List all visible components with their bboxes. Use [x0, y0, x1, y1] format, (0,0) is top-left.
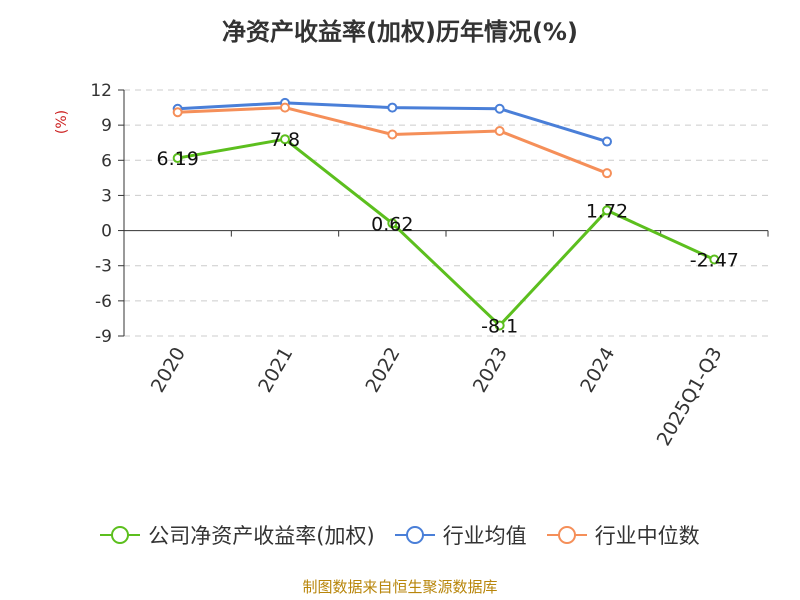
data-label: 7.8 [270, 129, 300, 151]
x-tick-label: 2022 [361, 344, 404, 397]
legend-label: 行业均值 [442, 524, 527, 548]
data-point [602, 168, 612, 179]
chart-title: 净资产收益率(加权)历年情况(%) [222, 18, 578, 46]
legend-marker-icon [546, 526, 587, 544]
x-tick-label: 2020 [147, 344, 190, 397]
data-label: 0.62 [371, 213, 413, 235]
data-point [709, 254, 720, 265]
series-line [177, 106, 608, 175]
data-label: 1.72 [586, 200, 628, 222]
source-note: 制图数据来自恒生聚源数据库 [302, 578, 498, 596]
legend-marker-icon [100, 526, 141, 544]
y-tick-label: 3 [101, 186, 112, 206]
data-point [602, 136, 612, 147]
data-point [602, 205, 612, 216]
x-tick-label: 2021 [254, 344, 297, 397]
legend: 公司净资产收益率(加权) 行业均值 行业中位数 [0, 520, 800, 551]
data-point [280, 134, 290, 145]
data-labels: 6.19 7.8 0.62 -8.1 1.72 -2.47 [157, 129, 739, 337]
legend-item[interactable]: 行业均值 [394, 520, 527, 550]
data-label: -2.47 [690, 250, 739, 272]
y-tick-label: 6 [101, 151, 112, 171]
legend-label: 公司净资产收益率(加权) [148, 524, 375, 548]
series-layer [172, 97, 720, 331]
data-point [280, 102, 290, 113]
data-point [387, 129, 398, 140]
y-tick-label: 12 [90, 81, 112, 101]
y-tick-label: -9 [95, 327, 112, 347]
data-point [494, 103, 505, 114]
gridlines [124, 89, 768, 337]
data-point [494, 320, 505, 331]
y-tick-label: 0 [101, 222, 112, 242]
y-tick-label: -6 [95, 292, 112, 312]
y-tick-label: -3 [95, 257, 112, 277]
series-line [177, 137, 715, 327]
data-point [172, 107, 183, 118]
data-point [172, 153, 183, 164]
legend-label: 行业中位数 [594, 524, 700, 548]
y-tick-label: 9 [101, 116, 112, 136]
data-label: 6.19 [157, 148, 199, 170]
data-point [387, 102, 398, 113]
x-tick-label: 2024 [576, 344, 619, 397]
data-point [387, 218, 398, 229]
legend-item[interactable]: 行业中位数 [546, 520, 700, 550]
legend-marker-icon [394, 526, 435, 544]
data-label: -8.1 [481, 315, 518, 337]
x-tick-label: 2023 [469, 343, 512, 396]
legend-item[interactable]: 公司净资产收益率(加权) [100, 520, 375, 550]
data-point [494, 126, 505, 136]
x-tick-label: 2025Q1-Q3 [653, 344, 727, 450]
